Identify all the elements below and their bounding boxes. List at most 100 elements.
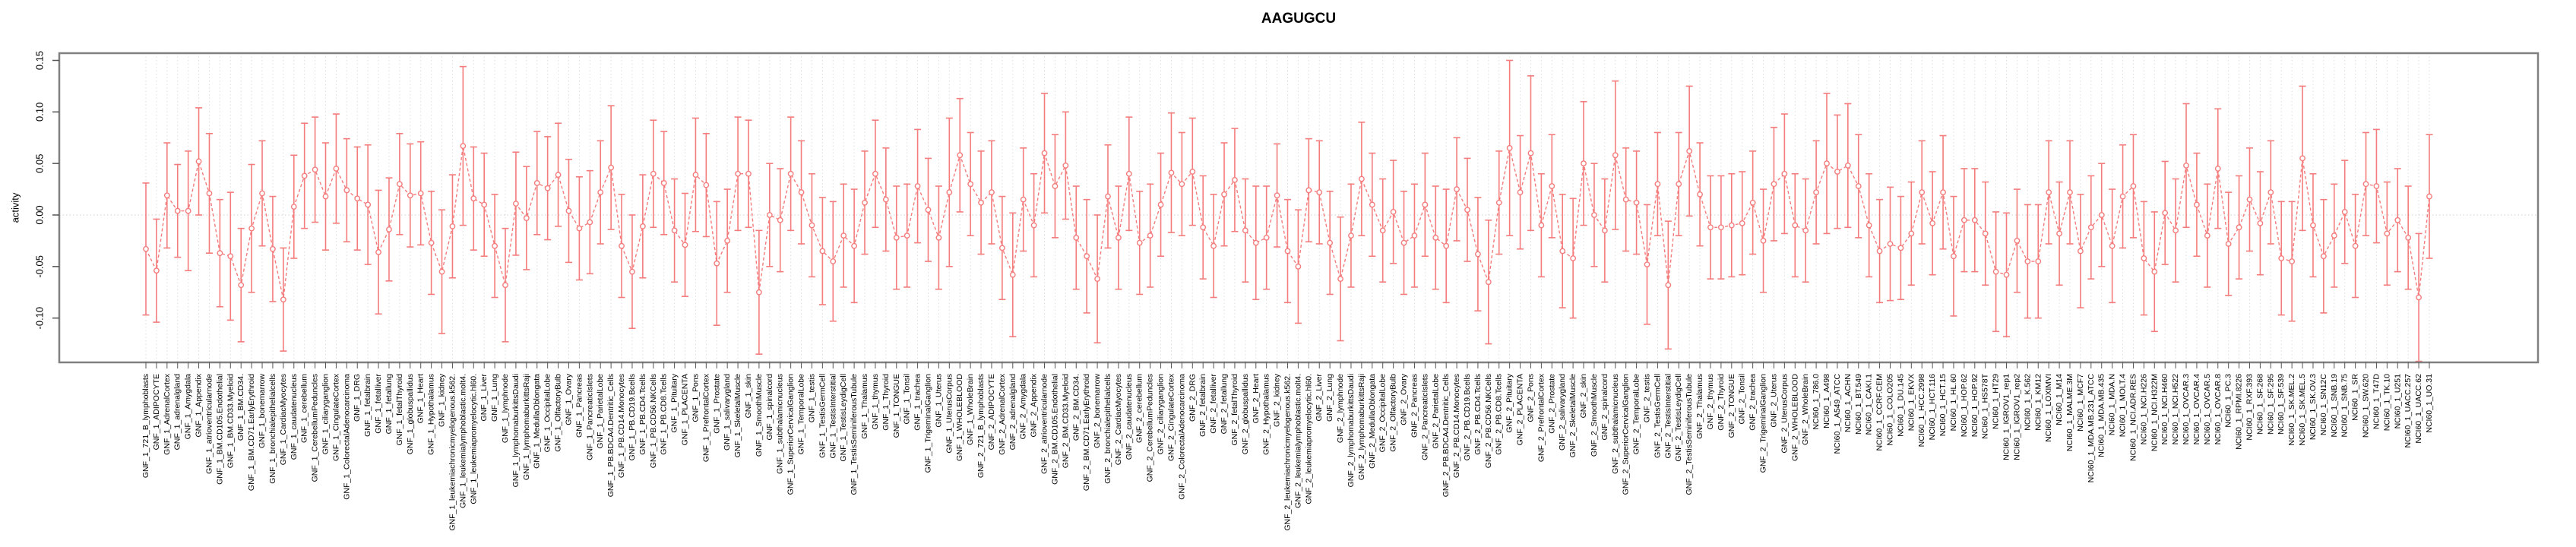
- x-tick-label: NCI60_1_NCI.ADR.RES: [2128, 374, 2138, 461]
- x-tick-label: NCI60_1_HCC.2998: [1917, 374, 1926, 447]
- x-tick-label: GNF_1_TestisInterstitial: [828, 374, 837, 458]
- x-tick-label: NCI60_1_MDA.MB.435: [2097, 374, 2106, 457]
- x-tick-label: GNF_2_SuperiorCervicalGanglion: [1622, 374, 1631, 495]
- x-tick-label: GNF_2_TestisGermCell: [1653, 374, 1662, 458]
- x-tick-label: GNF_1_TestisGermCell: [818, 374, 827, 458]
- x-tick-label: GNF_2_TONGUE: [1727, 374, 1736, 438]
- x-tick-label: NCI60_1_MCF7: [2076, 374, 2085, 432]
- x-tick-label: GNF_2_Pancreas: [1410, 374, 1419, 438]
- x-tick-label: GNF_1_PB.CD56.NKCells: [649, 374, 658, 468]
- x-tick-label: GNF_2_salivarygland: [1558, 374, 1567, 451]
- x-tick-label: GNF_1_fetalliver: [374, 373, 383, 433]
- x-tick-label: GNF_1_thymus: [871, 374, 880, 430]
- x-tick-label: NCI60_1_786.0: [1812, 374, 1821, 430]
- x-tick-label: GNF_2_AdrenalCortex: [998, 373, 1007, 455]
- x-tick-label: GNF_1_Thyroid: [881, 374, 891, 431]
- x-tick-label: GNF_2_Pons: [1526, 374, 1535, 422]
- x-tick-label: GNF_2_Thyroid: [1717, 374, 1726, 431]
- x-tick-label: GNF_1_TrigeminalGanglion: [923, 374, 932, 473]
- x-tick-label: GNF_1_kidney: [438, 373, 447, 427]
- x-tick-label: GNF_1_bronchialepithelialcells: [268, 374, 277, 484]
- x-tick-label: GNF_2_Liver: [1315, 374, 1324, 422]
- x-tick-label: GNF_2_OlfactoryBulb: [1389, 374, 1398, 452]
- x-tick-label: GNF_1_Tonsil: [903, 374, 912, 425]
- x-tick-label: NCI60_1_LOXIMVI: [2044, 374, 2053, 442]
- x-tick-label: GNF_2_Ovary: [1400, 373, 1409, 425]
- x-axis: GNF_1_721_B_lymphoblasts GNF_1_ADIPOCYTE G…: [141, 362, 2434, 531]
- x-tick-label: GNF_2_fetalbrain: [1198, 374, 1207, 437]
- x-tick-label: GNF_1_WholeBrain: [966, 374, 975, 445]
- x-tick-label: GNF_2_TestisLeydigCell: [1674, 374, 1683, 462]
- x-tick-label: NCI60_1_CAKI.1: [1865, 374, 1874, 435]
- x-tick-label: GNF_1_TestisLeydigCell: [839, 374, 848, 462]
- x-tick-label: GNF_1_Prostate: [712, 374, 721, 434]
- x-tick-label: GNF_2_PLACENTA: [1516, 374, 1525, 445]
- x-tick-label: GNF_2_Tonsil: [1738, 374, 1747, 425]
- x-tick-label: NCI60_1_IGROV1_rep2: [2012, 374, 2021, 460]
- x-tick-label: GNF_1_Ovary: [564, 373, 573, 425]
- x-tick-label: GNF_2_fetallung: [1220, 374, 1229, 435]
- x-tick-label: NCI60_1_RXF.393: [2245, 374, 2254, 441]
- x-tick-label: GNF_1_Lung: [490, 374, 499, 422]
- x-tick-label: NCI60_1_HOP.62: [1960, 374, 1969, 437]
- x-tick-label: GNF_2_subthalamicnucleus: [1611, 374, 1620, 474]
- y-axis-label: activity: [10, 192, 21, 223]
- y-tick-label: -0.05: [34, 255, 46, 278]
- x-tick-label: GNF_2_fetalliver: [1209, 373, 1218, 433]
- x-tick-label: GNF_1_cerebellum: [300, 374, 309, 443]
- x-tick-label: GNF_1_BM.CD71.EarlyErythroid: [247, 374, 256, 491]
- x-tick-label: GNF_2_Prostate: [1547, 374, 1556, 434]
- x-tick-label: NCI60_1_CCRF.CEM: [1875, 374, 1885, 451]
- x-tick-label: GNF_2_ciliaryganglion: [1157, 374, 1166, 454]
- x-tick-label: GNF_2_ADIPOCYTE: [987, 374, 996, 450]
- x-tick-label: GNF_2_thymus: [1706, 374, 1715, 430]
- x-tick-label: GNF_2_Lung: [1325, 374, 1334, 422]
- x-tick-label: GNF_2_UterusCorpus: [1780, 374, 1789, 453]
- x-tick-label: GNF_1_Thalamus: [860, 374, 869, 439]
- x-tick-label: GNF_1_CingulateCortex: [331, 373, 340, 461]
- x-tick-label: NCI60_1_K.562: [2023, 374, 2032, 431]
- x-tick-label: GNF_1_BM.CD34.: [236, 374, 245, 441]
- x-tick-label: NCI60_1_SNB.19: [2330, 374, 2339, 438]
- x-tick-label: GNF_2_BM.CD33.Myeloid: [1061, 374, 1070, 468]
- x-tick-label: NCI60_1_SNB.75: [2340, 374, 2350, 438]
- x-tick-label: GNF_2_SmoothMuscle: [1590, 374, 1599, 457]
- x-tick-label: NCI60_1_HS578T: [1981, 373, 1990, 438]
- x-tick-label: NCI60_1_HL.60: [1949, 374, 1958, 431]
- x-tick-label: GNF_1_SmoothMuscle: [755, 374, 764, 457]
- x-tick-label: NCI60_1_NCI.H322M: [2150, 374, 2159, 451]
- x-tick-label: GNF_2_lymphnode: [1336, 374, 1345, 443]
- x-tick-label: GNF_1_AdrenalCortex: [163, 373, 172, 455]
- x-tick-label: GNF_1_Amygdala: [184, 374, 193, 440]
- x-tick-label: NCI60_1_SF.539: [2277, 374, 2286, 435]
- x-tick-label: GNF_2_cerebellum: [1135, 374, 1144, 443]
- x-tick-label: GNF_1_PB.CD4.Tcells: [638, 374, 647, 455]
- x-tick-label: GNF_2_Amygdala: [1019, 374, 1028, 440]
- x-tick-label: GNF_2_Hypothalamus: [1262, 374, 1271, 455]
- x-tick-label: GNF_1_PB.CD14.Monocytes: [617, 374, 626, 478]
- x-tick-label: NCI60_1_OVCAR.3: [2182, 374, 2191, 445]
- x-tick-label: GNF_1_Hypothalamus: [427, 374, 436, 455]
- x-tick-label: NCI60_1_UACC.62: [2414, 374, 2423, 444]
- x-tick-label: GNF_1_lymphomaburkittsDaudi: [511, 374, 521, 487]
- x-tick-label: GNF_1_lymphomaburkittsRaji: [522, 374, 531, 480]
- x-tick-label: NCI60_1_EKVX: [1907, 374, 1916, 431]
- x-tick-label: NCI60_1_UACC.257: [2404, 374, 2413, 448]
- x-tick-label: GNF_1_fetalThyroid: [395, 374, 404, 446]
- x-tick-label: NCI60_1_PC.3: [2224, 374, 2233, 428]
- x-tick-label: NCI60_1_M14: [2055, 374, 2064, 425]
- x-tick-label: GNF_1_PB.CD8.Tcells: [660, 374, 669, 455]
- x-tick-label: NCI60_1_UO.31: [2425, 374, 2434, 433]
- x-tick-label: GNF_2_WHOLEBLOOD: [1790, 374, 1799, 461]
- x-tick-label: NCI60_1_COLO205: [1885, 374, 1894, 446]
- x-tick-label: GNF_1_DRG: [353, 374, 362, 422]
- x-tick-label: GNF_1_globuspallidus: [406, 374, 415, 454]
- x-tick-label: GNF_2_CingulateCortex: [1166, 373, 1176, 461]
- x-tick-label: GNF_1_Pancreas: [574, 374, 584, 438]
- x-tick-label: GNF_2_TestisInterstitial: [1663, 374, 1673, 458]
- x-tick-label: GNF_2_ParietalLobe: [1431, 374, 1440, 449]
- x-tick-label: GNF_2_skin: [1579, 374, 1588, 419]
- x-tick-label: NCI60_1_BT.549: [1854, 374, 1863, 435]
- x-tick-label: NCI60_1_A549_ATCC: [1833, 374, 1842, 454]
- x-tick-label: GNF_1_Liver: [479, 374, 489, 422]
